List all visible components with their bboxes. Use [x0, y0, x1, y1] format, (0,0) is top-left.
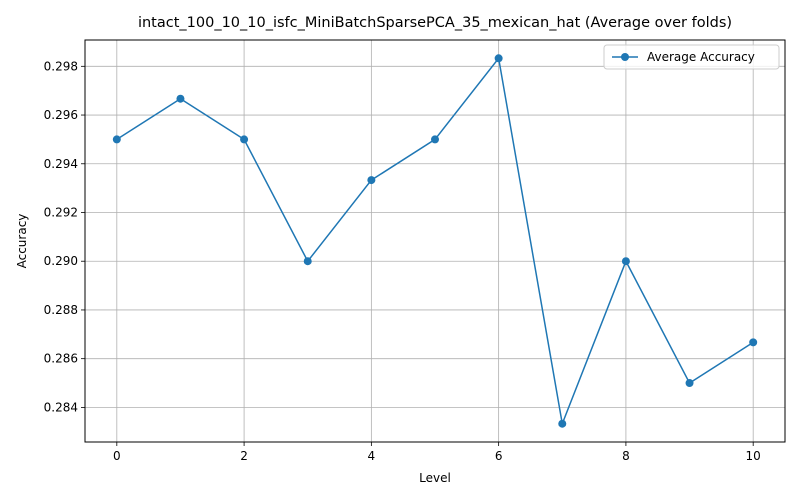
chart-title: intact_100_10_10_isfc_MiniBatchSparsePCA…: [138, 15, 732, 31]
series-layer: [112, 54, 758, 428]
x-axis-ticks: 0 2 4 6 8 10: [113, 442, 761, 463]
x-tick-label: 2: [240, 449, 248, 463]
y-tick-label: 0.294: [44, 157, 78, 171]
data-point: [303, 257, 312, 266]
y-tick-label: 0.284: [44, 400, 78, 414]
y-tick-label: 0.286: [44, 352, 78, 366]
x-tick-label: 10: [746, 449, 761, 463]
y-tick-label: 0.298: [44, 59, 78, 73]
x-axis-title: Level: [419, 471, 451, 485]
legend-label: Average Accuracy: [647, 50, 755, 64]
y-axis-ticks: 0.284 0.286 0.288 0.290 0.292 0.294 0.296 0.298: [44, 59, 85, 414]
x-tick-label: 8: [622, 449, 630, 463]
legend-box: [603, 44, 780, 70]
plot-frame: [84, 39, 786, 443]
data-point: [558, 419, 567, 428]
data-point: [240, 135, 249, 144]
data-point: [494, 54, 503, 63]
y-tick-label: 0.290: [44, 254, 78, 268]
data-point: [431, 135, 439, 144]
legend-marker: [621, 53, 629, 61]
data-point: [621, 257, 630, 266]
data-point: [112, 135, 121, 144]
y-tick-label: 0.288: [44, 303, 78, 317]
data-point: [749, 338, 758, 347]
data-point: [367, 176, 376, 185]
y-axis-title: Accuracy: [15, 214, 29, 269]
legend: Average Accuracy: [603, 44, 780, 70]
x-tick-label: 6: [495, 449, 503, 463]
x-tick-label: 4: [368, 449, 376, 463]
y-tick-label: 0.296: [44, 108, 78, 122]
data-point: [176, 94, 185, 103]
x-tick-label: 0: [113, 449, 121, 463]
data-point: [685, 379, 694, 388]
y-tick-label: 0.292: [44, 205, 78, 219]
